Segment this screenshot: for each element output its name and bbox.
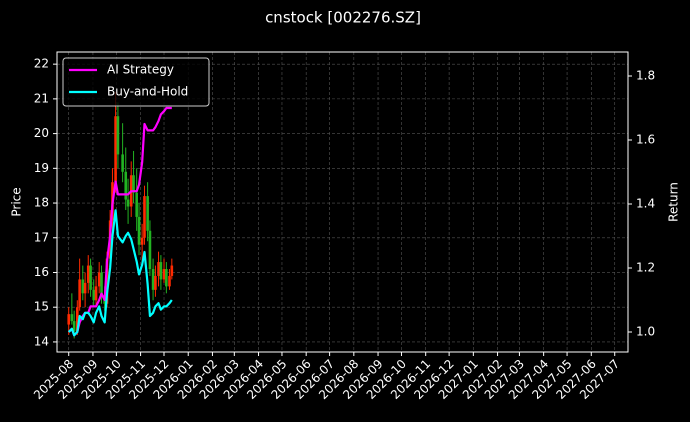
candle-body [143,196,146,238]
candle-body [92,289,96,301]
candle-body [132,175,135,193]
y-tick-label: 18 [34,196,49,210]
candle-body [140,237,144,245]
y-axis-label: Price [10,187,24,216]
candle-body [135,192,138,217]
y-tick-label: 21 [34,91,49,105]
candle-body [168,275,171,287]
legend: AI Strategy Buy-and-Hold [62,57,210,107]
candle-body [137,216,141,245]
y2-tick-label: 1.8 [636,69,655,83]
candle-body [105,258,109,304]
y2-tick-label: 1.0 [636,325,655,339]
candle-body [121,154,124,172]
candle-body [154,275,157,290]
candle-body [126,199,130,207]
candle-body [170,265,174,276]
candle-body [67,314,71,325]
y2-tick-label: 1.2 [636,261,655,275]
candle-body [76,307,79,332]
legend-box [62,57,210,107]
y-tick-label: 16 [34,265,49,279]
candle-body [157,262,160,276]
y2-axis-label: Return [667,182,681,222]
candle-body [78,279,81,308]
candle-body [86,265,90,283]
y2-tick-label: 1.4 [636,197,655,211]
candle-body [70,314,74,322]
y-tick-label: 20 [34,126,49,140]
candle-body [114,116,117,183]
candle-body [100,272,103,297]
y-tick-label: 17 [34,230,49,244]
candle-body [94,286,98,301]
candle-body [89,265,92,290]
series-line [67,209,173,337]
candle-body [165,269,168,287]
candle-body [151,269,155,290]
candle-body [148,230,152,270]
plot-frame [56,51,629,353]
y-tick-label: 14 [34,334,49,348]
chart-title: cnstock [002276.SZ] [265,9,421,27]
candle-body [116,116,120,155]
candle-body [162,269,166,280]
legend-label: Buy-and-Hold [107,85,188,99]
candle-body [146,196,149,231]
candle-body [124,171,128,200]
candle-body [159,262,163,280]
candle-body [72,321,76,332]
y-tick-label: 19 [34,161,49,175]
candle-body [83,282,87,294]
y-tick-label: 22 [34,57,49,71]
y2-tick-label: 1.6 [636,133,655,147]
candle-body [97,272,101,287]
candle-body [81,279,85,294]
y-tick-label: 15 [34,300,49,314]
legend-label: AI Strategy [107,63,174,77]
